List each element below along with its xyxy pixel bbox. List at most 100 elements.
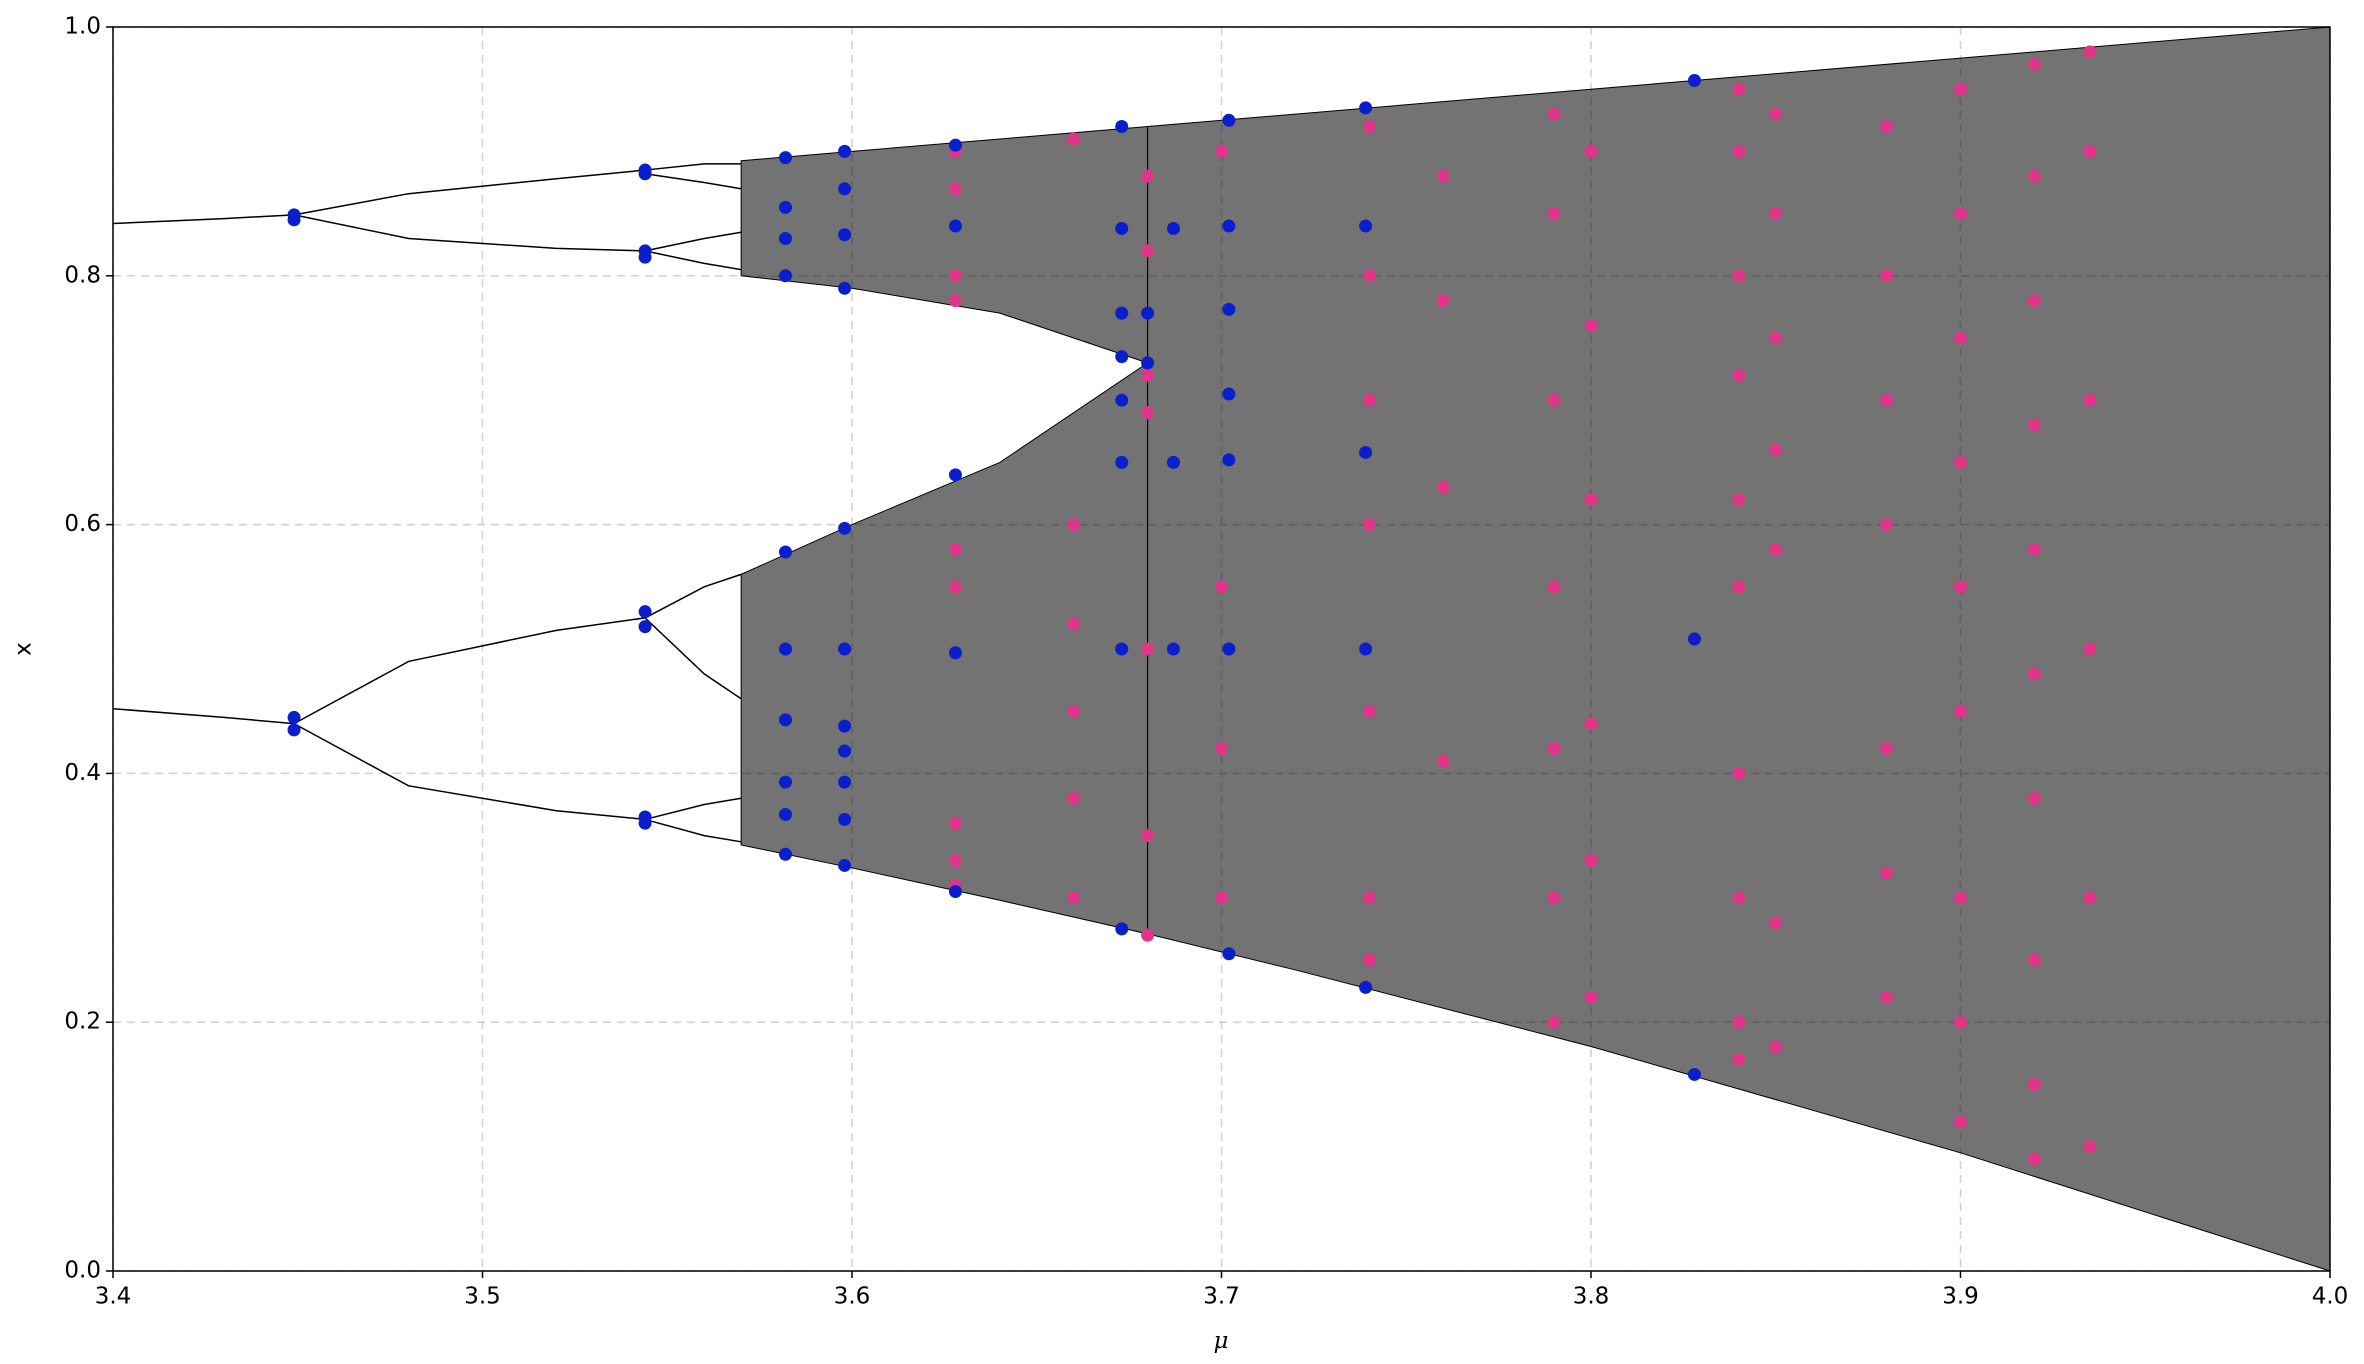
- orbit-point: [1141, 356, 1155, 370]
- orbit-point: [1687, 632, 1701, 646]
- orbit-point: [1880, 393, 1894, 407]
- orbit-point: [2027, 791, 2041, 805]
- orbit-point: [1954, 207, 1967, 221]
- orbit-point: [2027, 294, 2041, 308]
- x-tick-label: 3.6: [834, 1284, 871, 1310]
- orbit-point: [1115, 922, 1129, 936]
- orbit-point: [1732, 1015, 1746, 1029]
- orbit-point: [838, 812, 852, 826]
- branch-line: [644, 573, 742, 619]
- branch-line: [293, 214, 646, 252]
- orbit-point: [1732, 1053, 1746, 1067]
- orbit-point: [778, 847, 792, 861]
- orbit-point: [1359, 101, 1373, 115]
- orbit-point: [1954, 704, 1967, 718]
- orbit-point: [638, 167, 652, 181]
- orbit-point: [1215, 144, 1228, 158]
- orbit-point: [778, 807, 792, 821]
- orbit-point: [1584, 493, 1598, 507]
- orbit-point: [1222, 642, 1236, 656]
- orbit-point: [1954, 82, 1967, 96]
- orbit-point: [948, 182, 962, 196]
- orbit-point: [1166, 222, 1180, 236]
- orbit-point: [1954, 455, 1967, 469]
- orbit-point: [1547, 580, 1561, 594]
- orbit-point: [1067, 704, 1081, 718]
- orbit-point: [838, 719, 852, 733]
- orbit-point: [1584, 717, 1598, 731]
- branch-line: [112, 214, 295, 225]
- orbit-point: [778, 713, 792, 727]
- orbit-point: [2027, 1152, 2041, 1166]
- y-tick-label: 0.0: [64, 1258, 101, 1284]
- orbit-point: [1584, 853, 1598, 867]
- branch-line: [645, 163, 742, 171]
- y-tick-label: 0.4: [64, 760, 101, 786]
- orbit-point: [2083, 1140, 2097, 1154]
- orbit-point: [1222, 302, 1236, 316]
- orbit-point: [1547, 207, 1561, 221]
- orbit-point: [948, 885, 962, 899]
- orbit-point: [838, 521, 852, 535]
- orbit-point: [948, 853, 962, 867]
- orbit-point: [1115, 222, 1129, 236]
- orbit-point: [2083, 45, 2097, 59]
- plot-frame: [112, 26, 2331, 1272]
- orbit-point: [2027, 542, 2041, 556]
- orbit-point: [948, 468, 962, 482]
- orbit-point: [948, 580, 962, 594]
- orbit-point: [1584, 990, 1598, 1004]
- orbit-point: [1547, 107, 1561, 121]
- x-axis-label: μ: [1214, 1328, 1229, 1354]
- orbit-point: [1547, 393, 1561, 407]
- orbit-point: [1769, 331, 1783, 345]
- x-tick-label: 3.5: [464, 1284, 501, 1310]
- orbit-point: [778, 200, 792, 214]
- orbit-point: [1769, 916, 1783, 930]
- y-tick-label: 0.6: [64, 511, 101, 537]
- orbit-point: [1584, 319, 1598, 333]
- orbit-point: [838, 182, 852, 196]
- branch-line: [293, 722, 646, 821]
- orbit-point: [1141, 169, 1155, 183]
- orbit-point: [1067, 132, 1081, 146]
- orbit-point: [287, 213, 301, 227]
- orbit-point: [1115, 120, 1129, 134]
- orbit-point: [838, 642, 852, 656]
- orbit-point: [638, 605, 652, 619]
- orbit-point: [1141, 406, 1155, 420]
- orbit-point: [1215, 742, 1228, 756]
- orbit-point: [2027, 418, 2041, 432]
- bifurcation-band: [740, 361, 1149, 935]
- orbit-point: [778, 775, 792, 789]
- orbit-point: [2083, 393, 2097, 407]
- orbit-point: [1436, 169, 1450, 183]
- orbit-point: [638, 816, 652, 830]
- branch-line: [644, 797, 742, 821]
- orbit-point: [1362, 393, 1376, 407]
- orbit-point: [1115, 306, 1129, 320]
- orbit-point: [1436, 754, 1450, 768]
- orbit-point: [1359, 642, 1373, 656]
- orbit-point: [1954, 331, 1967, 345]
- orbit-point: [1067, 617, 1081, 631]
- orbit-point: [1222, 219, 1236, 233]
- orbit-point: [1067, 891, 1081, 905]
- orbit-point: [1141, 642, 1155, 656]
- branch-line: [644, 231, 742, 252]
- orbit-point: [2027, 1077, 2041, 1091]
- y-axis-label: x: [11, 642, 37, 656]
- orbit-point: [1222, 453, 1236, 467]
- orbit-point: [1436, 480, 1450, 494]
- orbit-point: [1166, 455, 1180, 469]
- orbit-point: [838, 744, 852, 758]
- orbit-point: [1954, 1015, 1967, 1029]
- bifurcation-band: [740, 125, 1149, 364]
- orbit-point: [1547, 891, 1561, 905]
- orbit-point: [287, 710, 301, 724]
- orbit-point: [1769, 542, 1783, 556]
- orbit-point: [1222, 113, 1236, 127]
- orbit-point: [2083, 144, 2097, 158]
- orbit-point: [2083, 891, 2097, 905]
- branch-line: [644, 173, 742, 190]
